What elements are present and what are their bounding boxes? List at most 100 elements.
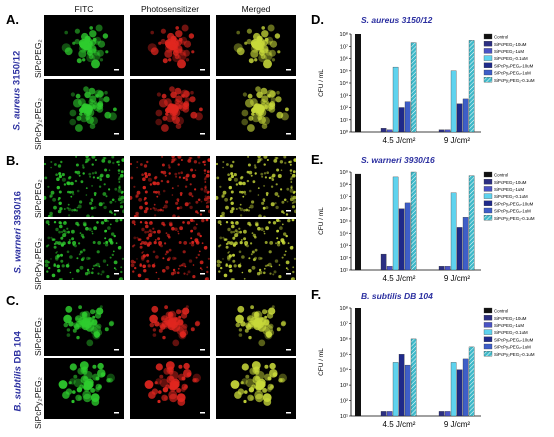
bar-g2-s3 <box>450 192 457 271</box>
bar-g1-s5 <box>404 202 411 271</box>
y-tick-label: 10² <box>340 106 348 112</box>
micrograph-merged-row1 <box>216 15 296 76</box>
bar-g2-s3 <box>450 362 457 417</box>
micrograph-photosensitizer-row6 <box>130 358 210 419</box>
y-tick-label: 10¹ <box>340 118 348 124</box>
micrograph-photosensitizer-row5 <box>130 295 210 356</box>
legend-swatch <box>483 69 493 76</box>
legend-label: Control <box>494 173 508 178</box>
legend-swatch <box>483 48 493 54</box>
y-tick-label: 10⁵ <box>340 351 348 358</box>
bar-g1-s6 <box>410 42 417 133</box>
bar-control <box>355 173 361 270</box>
legend-swatch <box>483 179 493 185</box>
bar-g2-s2 <box>444 411 451 417</box>
legend-swatch <box>483 41 493 47</box>
bar-g1-s4 <box>398 354 405 417</box>
y-tick-label: 10⁴ <box>340 80 349 87</box>
legend-label: SiPcPy₂PEG₂-0.1uM <box>494 216 535 221</box>
legend-label: SiPcPEG₂-1uM <box>494 187 524 192</box>
micrograph-fitc-row3 <box>44 156 124 217</box>
legend-swatch <box>483 215 493 221</box>
x-category-label: 9 J/cm² <box>444 136 471 145</box>
y-tick-label: 10³ <box>340 244 348 250</box>
bar-g1-s6 <box>410 338 417 417</box>
legend-label: SiPcPEG₂-10uM <box>494 42 527 47</box>
panel-letter-c: C. <box>6 293 19 308</box>
micrograph-photosensitizer-row3 <box>130 156 210 217</box>
legend-label: SiPcPEG₂-0.1uM <box>494 330 528 335</box>
chart-f: CFU / mL 10¹ 10² 10³ 10⁴ 10⁵ 10⁶ 10⁷ 10⁸ 4.5 J/cm… <box>318 305 535 429</box>
row-label-a1: SiPcPEG₂ <box>33 39 43 78</box>
y-tick-label: 10⁸ <box>340 31 348 38</box>
bar-g1-s3 <box>392 362 399 417</box>
y-tick-label: 10⁵ <box>340 68 348 75</box>
legend-label: SiPcPEG₂-0.1uM <box>494 194 528 199</box>
micrograph-merged-row4 <box>216 219 296 280</box>
legend-swatch <box>483 322 493 328</box>
row-label-a2: SiPcPy₂PEG₂ <box>33 98 43 150</box>
y-tick-label: 10⁸ <box>340 181 348 188</box>
y-tick-label: 10⁴ <box>340 230 349 237</box>
legend-swatch <box>483 33 493 40</box>
chart-title-f: B. subtilis DB 104 <box>361 291 433 301</box>
panel-letter-a: A. <box>6 12 19 27</box>
y-axis-label: CFU / mL <box>318 348 325 376</box>
chart-title-d: S. aureus 3150/12 <box>361 15 433 25</box>
panel-letter-d: D. <box>311 12 324 27</box>
bar-g1-s1 <box>380 253 387 271</box>
bar-g1-s6 <box>410 171 417 271</box>
micrograph-merged-row6 <box>216 358 296 419</box>
legend-label: SiPcPy₂PEG₂-10uM <box>494 337 534 342</box>
column-header-fitc: FITC <box>74 4 94 14</box>
y-tick-label: 10⁰ <box>340 129 349 136</box>
panel-letter-e: E. <box>311 152 324 167</box>
panel-letter-b: B. <box>6 153 19 168</box>
legend-label: SiPcPy₂PEG₂-1uM <box>494 71 531 76</box>
bar-g2-s1 <box>438 266 445 271</box>
bar-g1-s3 <box>392 176 399 271</box>
bar-g1-s1 <box>380 411 387 417</box>
micrograph-fitc-row5 <box>44 295 124 356</box>
y-tick-label: 10⁶ <box>340 56 348 63</box>
legend-label: SiPcPy₂PEG₂-1uM <box>494 345 531 350</box>
bar-g2-s6 <box>468 175 475 271</box>
bar-g2-s4 <box>456 227 463 271</box>
bar-g2-s3 <box>450 70 457 133</box>
micrograph-fitc-row6 <box>44 358 124 419</box>
species-label-b: S. warneri 3930/16 <box>12 191 24 274</box>
legend-swatch <box>483 186 493 192</box>
legend-swatch <box>483 343 493 350</box>
y-axis-label: CFU / mL <box>318 207 325 235</box>
legend-label: SiPcPEG₂-10uM <box>494 316 527 321</box>
legend-label: SiPcPy₂PEG₂-10uM <box>494 201 534 206</box>
legend-swatch <box>483 329 493 335</box>
legend-swatch <box>483 315 493 321</box>
legend-swatch <box>483 77 493 83</box>
micrograph-photosensitizer-row2 <box>130 79 210 140</box>
legend-label: Control <box>494 35 508 40</box>
y-axis-label: CFU / mL <box>318 69 325 97</box>
bar-g2-s1 <box>438 129 445 133</box>
bar-g2-s2 <box>444 266 451 271</box>
y-tick-label: 10⁷ <box>340 194 348 201</box>
legend-swatch <box>483 351 493 357</box>
legend-swatch <box>483 336 493 342</box>
legend-swatch <box>483 200 493 206</box>
chart-e: CFU / mL 10¹ 10² 10³ 10⁴ 10⁵ 10⁶ 10⁷ 10⁸ 10⁹ 4.5 J… <box>318 169 535 283</box>
micrograph-merged-row2 <box>216 79 296 140</box>
bar-g1-s2 <box>386 411 393 417</box>
legend-label: SiPcPy₂PEG₂-0.1uM <box>494 78 535 83</box>
bar-g2-s5 <box>462 217 469 271</box>
bar-g1-s1 <box>380 128 387 133</box>
bar-g1-s5 <box>404 101 411 133</box>
y-tick-label: 10⁶ <box>340 206 348 213</box>
legend-swatch <box>483 193 493 199</box>
row-label-c1: SiPcPEG₂ <box>33 317 43 356</box>
bar-g2-s2 <box>444 129 451 133</box>
chart-d: CFU / mL 10⁰ 10¹ 10² 10³ 10⁴ 10⁵ 10⁶ 10⁷ 10⁸ 4.5 J… <box>318 31 535 145</box>
micrograph-photosensitizer-row4 <box>130 219 210 280</box>
micrograph-photosensitizer-row1 <box>130 15 210 76</box>
y-tick-label: 10⁷ <box>340 43 348 50</box>
bar-g2-s4 <box>456 369 463 417</box>
